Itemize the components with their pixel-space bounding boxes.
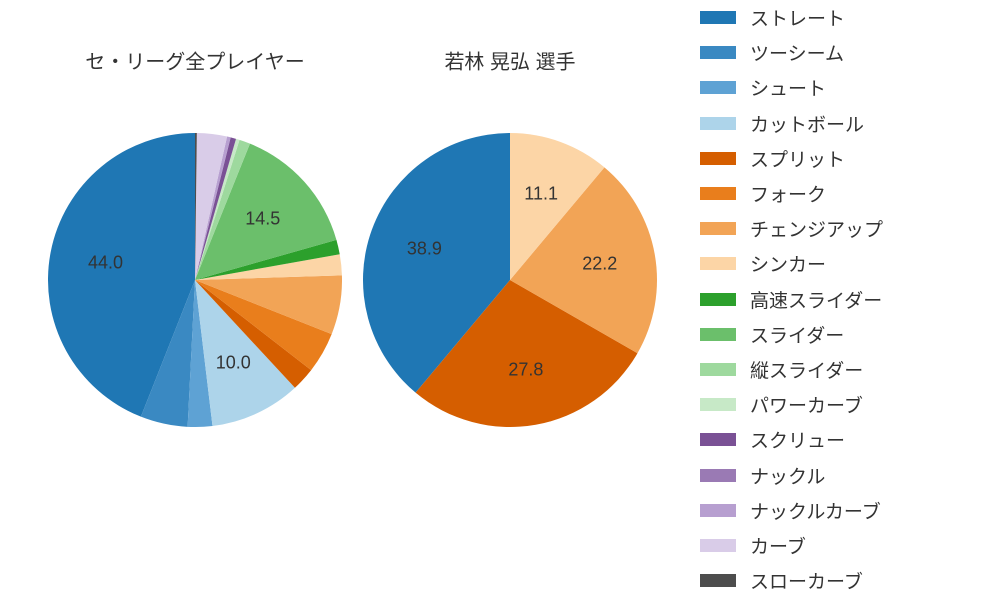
legend-swatch xyxy=(700,574,736,587)
legend-swatch xyxy=(700,117,736,130)
legend-swatch xyxy=(700,187,736,200)
legend-item: フォーク xyxy=(700,176,990,211)
pie-chart-left: 44.010.014.5 xyxy=(48,133,342,427)
legend-item: スプリット xyxy=(700,141,990,176)
legend-item: スクリュー xyxy=(700,422,990,457)
legend-item: 縦スライダー xyxy=(700,352,990,387)
pie-chart-right: 38.927.822.211.1 xyxy=(363,133,657,427)
legend-item: シンカー xyxy=(700,246,990,281)
legend-swatch xyxy=(700,363,736,376)
legend-swatch xyxy=(700,504,736,517)
chart-stage: セ・リーグ全プレイヤー 44.010.014.5 若林 晃弘 選手 38.927… xyxy=(0,0,1000,600)
legend-label: フォーク xyxy=(750,180,826,207)
legend-label: スクリュー xyxy=(750,426,845,453)
legend-swatch xyxy=(700,469,736,482)
legend-item: シュート xyxy=(700,70,990,105)
legend-label: スローカーブ xyxy=(750,567,863,594)
legend-item: パワーカーブ xyxy=(700,387,990,422)
legend-label: シュート xyxy=(750,74,826,101)
legend-swatch xyxy=(700,539,736,552)
chart-title-right: 若林 晃弘 選手 xyxy=(444,46,575,75)
legend-swatch xyxy=(700,293,736,306)
legend-label: パワーカーブ xyxy=(750,391,863,418)
legend: ストレートツーシームシュートカットボールスプリットフォークチェンジアップシンカー… xyxy=(700,0,990,598)
legend-item: カットボール xyxy=(700,106,990,141)
legend-label: 高速スライダー xyxy=(750,286,882,313)
legend-swatch xyxy=(700,152,736,165)
legend-item: ツーシーム xyxy=(700,35,990,70)
legend-label: シンカー xyxy=(750,250,826,277)
legend-item: チェンジアップ xyxy=(700,211,990,246)
legend-item: ナックル xyxy=(700,457,990,492)
legend-swatch xyxy=(700,46,736,59)
legend-swatch xyxy=(700,11,736,24)
legend-label: ストレート xyxy=(750,4,845,31)
legend-label: カットボール xyxy=(750,110,864,137)
chart-title-left: セ・リーグ全プレイヤー xyxy=(85,46,304,75)
legend-label: ツーシーム xyxy=(750,39,844,66)
legend-swatch xyxy=(700,398,736,411)
legend-swatch xyxy=(700,257,736,270)
legend-item: スローカーブ xyxy=(700,563,990,598)
legend-swatch xyxy=(700,433,736,446)
legend-item: 高速スライダー xyxy=(700,282,990,317)
legend-label: ナックル xyxy=(750,462,825,489)
legend-item: ナックルカーブ xyxy=(700,493,990,528)
legend-label: カーブ xyxy=(750,532,806,559)
legend-label: スプリット xyxy=(750,145,845,172)
legend-label: チェンジアップ xyxy=(750,215,883,242)
legend-label: スライダー xyxy=(750,321,844,348)
legend-swatch xyxy=(700,81,736,94)
legend-label: 縦スライダー xyxy=(750,356,863,383)
legend-swatch xyxy=(700,328,736,341)
legend-item: カーブ xyxy=(700,528,990,563)
legend-swatch xyxy=(700,222,736,235)
legend-item: ストレート xyxy=(700,0,990,35)
legend-label: ナックルカーブ xyxy=(750,497,881,524)
legend-item: スライダー xyxy=(700,317,990,352)
